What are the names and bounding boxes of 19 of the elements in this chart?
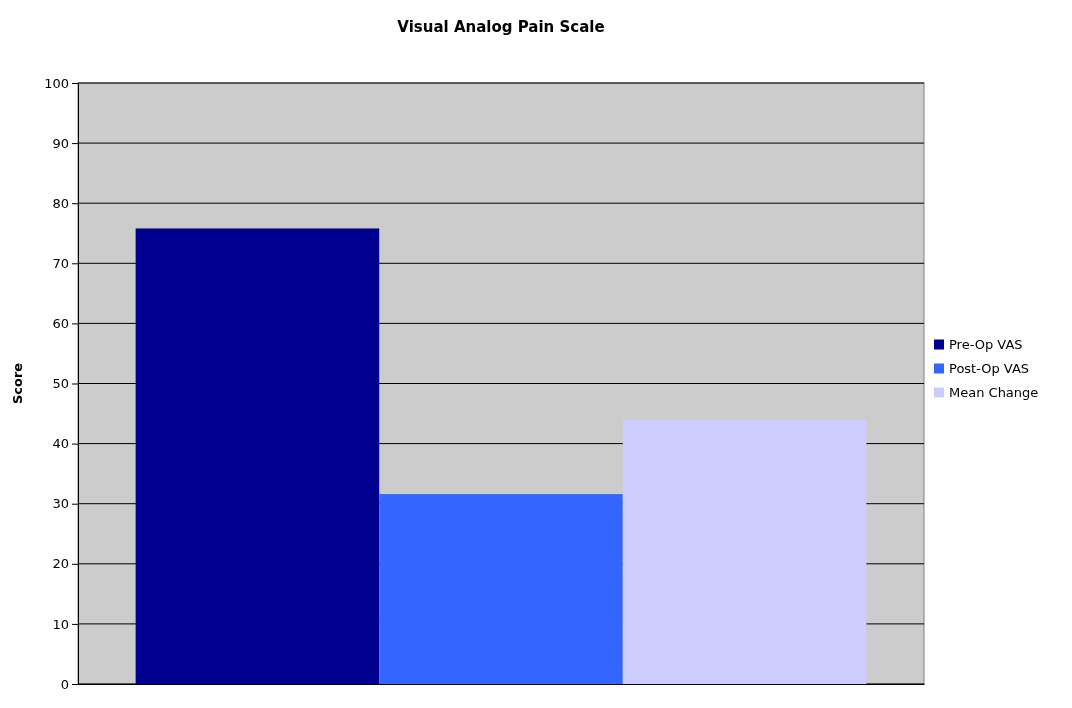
y-tick-label: 80 <box>52 195 69 211</box>
legend-label: Pre-Op VAS <box>949 336 1023 352</box>
y-axis-title: Score <box>10 362 25 405</box>
bar <box>379 494 623 684</box>
chart-title: Visual Analog Pain Scale <box>397 18 605 36</box>
legend-label: Post-Op VAS <box>949 360 1030 376</box>
y-tick-label: 90 <box>52 135 69 151</box>
bar <box>135 228 380 684</box>
y-tick-label: 10 <box>52 616 69 632</box>
y-tick-label: 70 <box>52 255 69 271</box>
legend-label: Mean Change <box>949 384 1039 400</box>
y-tick-label: 20 <box>52 556 69 572</box>
y-tick-label: 100 <box>44 75 69 91</box>
y-tick-label: 50 <box>52 376 69 392</box>
y-tick-label: 30 <box>52 496 69 512</box>
y-tick-label: 40 <box>52 436 69 452</box>
y-tick-label: 60 <box>52 316 69 332</box>
y-tick-label: 0 <box>60 676 69 692</box>
bar <box>622 419 867 684</box>
